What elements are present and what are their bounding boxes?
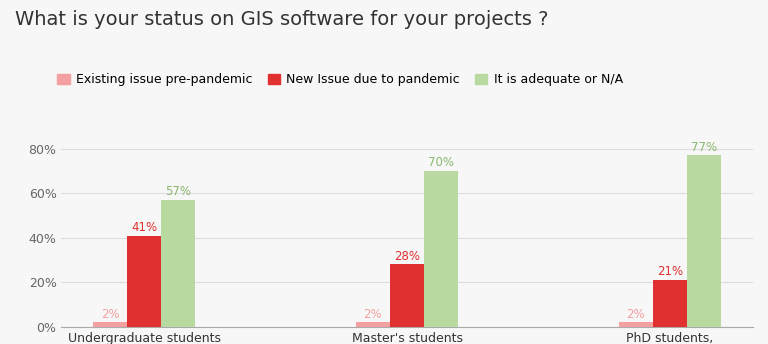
Text: 2%: 2%: [363, 308, 382, 321]
Bar: [653, 280, 687, 327]
Text: 21%: 21%: [657, 265, 683, 278]
Text: 2%: 2%: [627, 308, 645, 321]
Bar: [619, 322, 653, 327]
Text: 70%: 70%: [429, 156, 454, 169]
Text: 28%: 28%: [394, 250, 420, 263]
Text: 57%: 57%: [165, 185, 191, 198]
Bar: [424, 171, 458, 327]
Legend: Existing issue pre-pandemic, New Issue due to pandemic, It is adequate or N/A: Existing issue pre-pandemic, New Issue d…: [52, 68, 627, 91]
Bar: [93, 322, 127, 327]
Text: 41%: 41%: [131, 221, 157, 234]
Bar: [687, 155, 721, 327]
Bar: [356, 322, 390, 327]
Bar: [390, 265, 424, 327]
Text: 77%: 77%: [691, 141, 717, 154]
Bar: [161, 200, 195, 327]
Text: 2%: 2%: [101, 308, 119, 321]
Bar: [127, 236, 161, 327]
Text: What is your status on GIS software for your projects ?: What is your status on GIS software for …: [15, 10, 549, 29]
